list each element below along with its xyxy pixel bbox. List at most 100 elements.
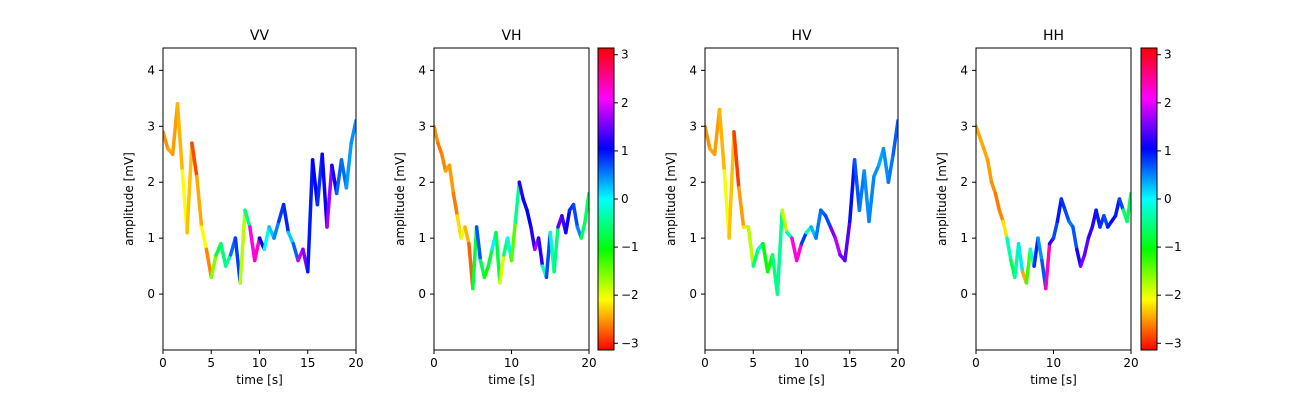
line-segment bbox=[997, 208, 1005, 224]
colorbar-tick-label: 2 bbox=[621, 96, 629, 110]
colorbar-tick-label: −2 bbox=[1164, 288, 1182, 302]
line-segment bbox=[978, 135, 986, 151]
y-tick-label: 2 bbox=[689, 175, 697, 189]
colorbar-tick-label: 0 bbox=[621, 192, 629, 206]
y-tick-label: 1 bbox=[689, 231, 697, 245]
axes-frame bbox=[704, 47, 899, 351]
y-axis-label: amplitude [mV] bbox=[393, 152, 407, 246]
series-line bbox=[163, 102, 356, 285]
line-segment bbox=[780, 208, 789, 235]
line-segment bbox=[790, 236, 799, 263]
line-segment bbox=[717, 107, 727, 173]
axes-frame bbox=[975, 47, 1132, 351]
colorbar-tick-label: 2 bbox=[1164, 96, 1172, 110]
y-axis-label: amplitude [mV] bbox=[935, 152, 949, 246]
line-segment bbox=[204, 247, 214, 280]
line-segment bbox=[1078, 253, 1087, 268]
line-segment bbox=[985, 158, 994, 184]
y-tick-label: 3 bbox=[689, 119, 697, 133]
x-tick-label: 0 bbox=[430, 356, 438, 370]
line-segment bbox=[238, 208, 247, 285]
line-segment bbox=[828, 225, 838, 240]
line-segment bbox=[993, 191, 1002, 212]
line-segment bbox=[498, 253, 506, 285]
colorbar-gradient bbox=[597, 47, 615, 351]
line-segment bbox=[195, 174, 204, 229]
line-segment bbox=[440, 152, 448, 173]
line-segment bbox=[1063, 208, 1071, 224]
line-segment bbox=[746, 225, 756, 268]
x-tick-label: 0 bbox=[159, 356, 167, 370]
y-tick-label: 3 bbox=[147, 119, 155, 133]
line-segment bbox=[552, 225, 560, 274]
line-segment bbox=[334, 158, 344, 196]
line-segment bbox=[751, 247, 760, 268]
x-tick-label: 0 bbox=[701, 356, 709, 370]
x-tick-label: 15 bbox=[300, 356, 315, 370]
line-segment bbox=[1036, 236, 1044, 263]
line-segment bbox=[223, 253, 233, 268]
line-segment bbox=[794, 241, 804, 263]
colorbar-tick-label: −3 bbox=[621, 336, 639, 350]
line-segment bbox=[325, 163, 334, 229]
chart-title: VH bbox=[501, 28, 521, 44]
y-tick-label: 4 bbox=[147, 63, 155, 77]
line-segment bbox=[248, 225, 257, 263]
line-segment bbox=[1024, 247, 1033, 285]
x-axis-label: time [s] bbox=[488, 373, 535, 387]
line-segment bbox=[583, 191, 589, 224]
line-segment bbox=[848, 158, 857, 224]
line-segment bbox=[199, 225, 209, 252]
x-tick-label: 10 bbox=[504, 356, 519, 370]
line-segment bbox=[262, 225, 271, 252]
line-segment bbox=[349, 118, 356, 145]
y-tick-label: 0 bbox=[418, 287, 426, 301]
line-segment bbox=[482, 264, 491, 280]
line-segment bbox=[209, 253, 218, 280]
line-segment bbox=[1051, 219, 1060, 240]
x-tick-label: 20 bbox=[1123, 356, 1138, 370]
y-tick-label: 2 bbox=[147, 175, 155, 189]
line-segment bbox=[286, 230, 296, 246]
x-tick-label: 20 bbox=[581, 356, 596, 370]
x-tick-label: 10 bbox=[1046, 356, 1061, 370]
series-line bbox=[434, 124, 589, 291]
line-segment bbox=[190, 141, 199, 179]
line-segment bbox=[474, 225, 483, 263]
line-segment bbox=[1117, 197, 1126, 212]
x-tick-label: 20 bbox=[890, 356, 905, 370]
y-tick-label: 3 bbox=[418, 119, 426, 133]
line-segment bbox=[471, 225, 479, 291]
line-segment bbox=[344, 141, 353, 190]
line-segment bbox=[1005, 236, 1013, 263]
y-axis-label: amplitude [mV] bbox=[122, 152, 136, 246]
line-segment bbox=[291, 241, 300, 263]
line-segment bbox=[1059, 197, 1067, 212]
colorbar-tick-label: 3 bbox=[621, 48, 629, 62]
line-segment bbox=[814, 208, 823, 240]
line-segment bbox=[1125, 191, 1131, 224]
x-axis-label: time [s] bbox=[778, 373, 825, 387]
y-axis-label: amplitude [mV] bbox=[664, 152, 678, 246]
line-segment bbox=[1016, 241, 1025, 274]
y-tick-label: 0 bbox=[960, 287, 968, 301]
line-segment bbox=[281, 202, 291, 235]
line-segment bbox=[513, 180, 522, 224]
line-segment bbox=[982, 146, 990, 162]
line-segment bbox=[872, 163, 881, 179]
line-segment bbox=[989, 180, 998, 196]
y-tick-label: 1 bbox=[147, 231, 155, 245]
line-segment bbox=[775, 208, 784, 296]
colorbar-tick-label: −1 bbox=[1164, 240, 1182, 254]
line-segment bbox=[536, 236, 545, 268]
line-segment bbox=[447, 163, 456, 196]
colorbar-tick-label: −1 bbox=[621, 240, 639, 254]
line-segment bbox=[320, 152, 329, 229]
line-segment bbox=[252, 236, 262, 263]
colorbar-tick-label: −3 bbox=[1164, 336, 1182, 350]
y-tick-label: 4 bbox=[689, 63, 697, 77]
colorbar-tick-label: 0 bbox=[1164, 192, 1172, 206]
chart-title: HH bbox=[1043, 28, 1064, 44]
